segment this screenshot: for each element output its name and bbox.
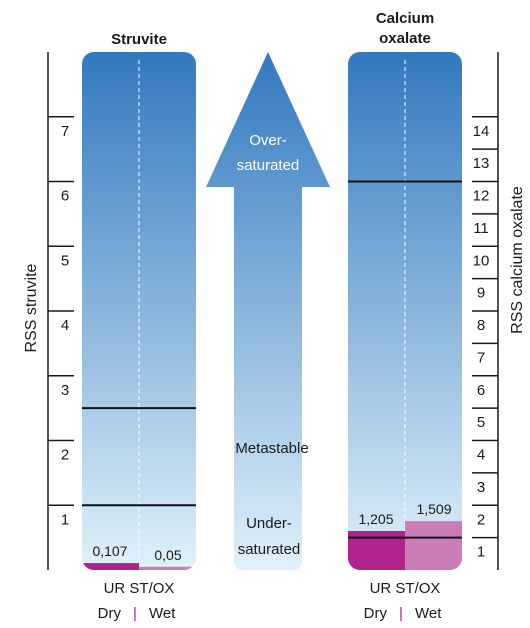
arrow-label-under-line1: Under-	[246, 515, 292, 532]
calcium-oxalate-value-label-dry: 1,205	[358, 511, 393, 527]
struvite-legend-wet: Wet	[149, 605, 176, 622]
struvite-column: 0,107 0,05	[82, 52, 196, 570]
calcium-oxalate-x-axis-label: UR ST/OX	[370, 580, 441, 597]
struvite-tick-label: 2	[61, 447, 69, 464]
struvite-value-label-dry: 0,107	[92, 543, 127, 559]
calcium-oxalate-tick-label: 7	[477, 349, 485, 366]
calcium-oxalate-tick-label: 5	[477, 414, 485, 431]
calcium-oxalate-column-background	[348, 52, 462, 570]
struvite-bar-dry	[82, 563, 139, 570]
calcium-oxalate-tick-label: 13	[473, 155, 490, 172]
calcium-oxalate-tick-label: 6	[477, 382, 485, 399]
calcium-oxalate-legend-wet: Wet	[415, 605, 442, 622]
calcium-oxalate-tick-label: 3	[477, 479, 485, 496]
calcium-oxalate-tick-label: 9	[477, 285, 485, 302]
struvite-bar-wet	[139, 566, 196, 570]
calcium-oxalate-title-line2: oxalate	[379, 30, 431, 47]
calcium-oxalate-tick-label: 8	[477, 317, 485, 334]
struvite-tick-label: 3	[61, 382, 69, 399]
struvite-tick-label: 1	[61, 511, 69, 528]
arrow-label-under-line2: saturated	[238, 541, 301, 558]
calcium-oxalate-tick-label: 2	[477, 511, 485, 528]
calcium-oxalate-y-axis-label: RSS calcium oxalate	[509, 186, 526, 334]
struvite-tick-label: 6	[61, 188, 69, 205]
calcium-oxalate-tick-label: 14	[473, 123, 490, 140]
struvite-value-label-wet: 0,05	[154, 547, 181, 563]
struvite-x-axis-label: UR ST/OX	[104, 580, 175, 597]
calcium-oxalate-legend: Dry | Wet	[364, 605, 443, 622]
arrow-label-over-line2: saturated	[237, 157, 300, 174]
calcium-oxalate-legend-separator: |	[399, 605, 403, 622]
calcium-oxalate-column: 1,205 1,509	[348, 52, 462, 570]
calcium-oxalate-tick-label: 10	[473, 252, 490, 269]
struvite-ticks: 1 2 3 4 5 6 7	[48, 116, 74, 528]
calcium-oxalate-tick-label: 12	[473, 188, 490, 205]
struvite-legend: Dry | Wet	[98, 605, 177, 622]
calcium-oxalate-title-line1: Calcium	[376, 10, 434, 27]
saturation-arrow: Over- saturated Metastable Under- satura…	[206, 52, 330, 570]
saturation-arrow-shape	[206, 52, 330, 570]
struvite-y-axis: 1 2 3 4 5 6 7	[47, 52, 74, 570]
struvite-y-axis-label: RSS struvite	[23, 263, 40, 352]
calcium-oxalate-value-label-wet: 1,509	[416, 501, 451, 517]
struvite-tick-label: 5	[61, 252, 69, 269]
calcium-oxalate-bar-wet	[405, 521, 462, 570]
struvite-tick-label: 4	[61, 317, 69, 334]
struvite-legend-separator: |	[133, 605, 137, 622]
calcium-oxalate-tick-label: 1	[477, 544, 485, 561]
struvite-title: Struvite	[111, 31, 167, 48]
arrow-label-metastable: Metastable	[235, 440, 308, 457]
arrow-label-over-line1: Over-	[249, 132, 287, 149]
calcium-oxalate-tick-label: 11	[473, 220, 489, 237]
struvite-tick-label: 7	[61, 123, 69, 140]
calcium-oxalate-legend-dry: Dry	[364, 605, 388, 622]
calcium-oxalate-tick-label: 4	[477, 447, 485, 464]
struvite-column-background	[82, 52, 196, 570]
struvite-legend-dry: Dry	[98, 605, 122, 622]
